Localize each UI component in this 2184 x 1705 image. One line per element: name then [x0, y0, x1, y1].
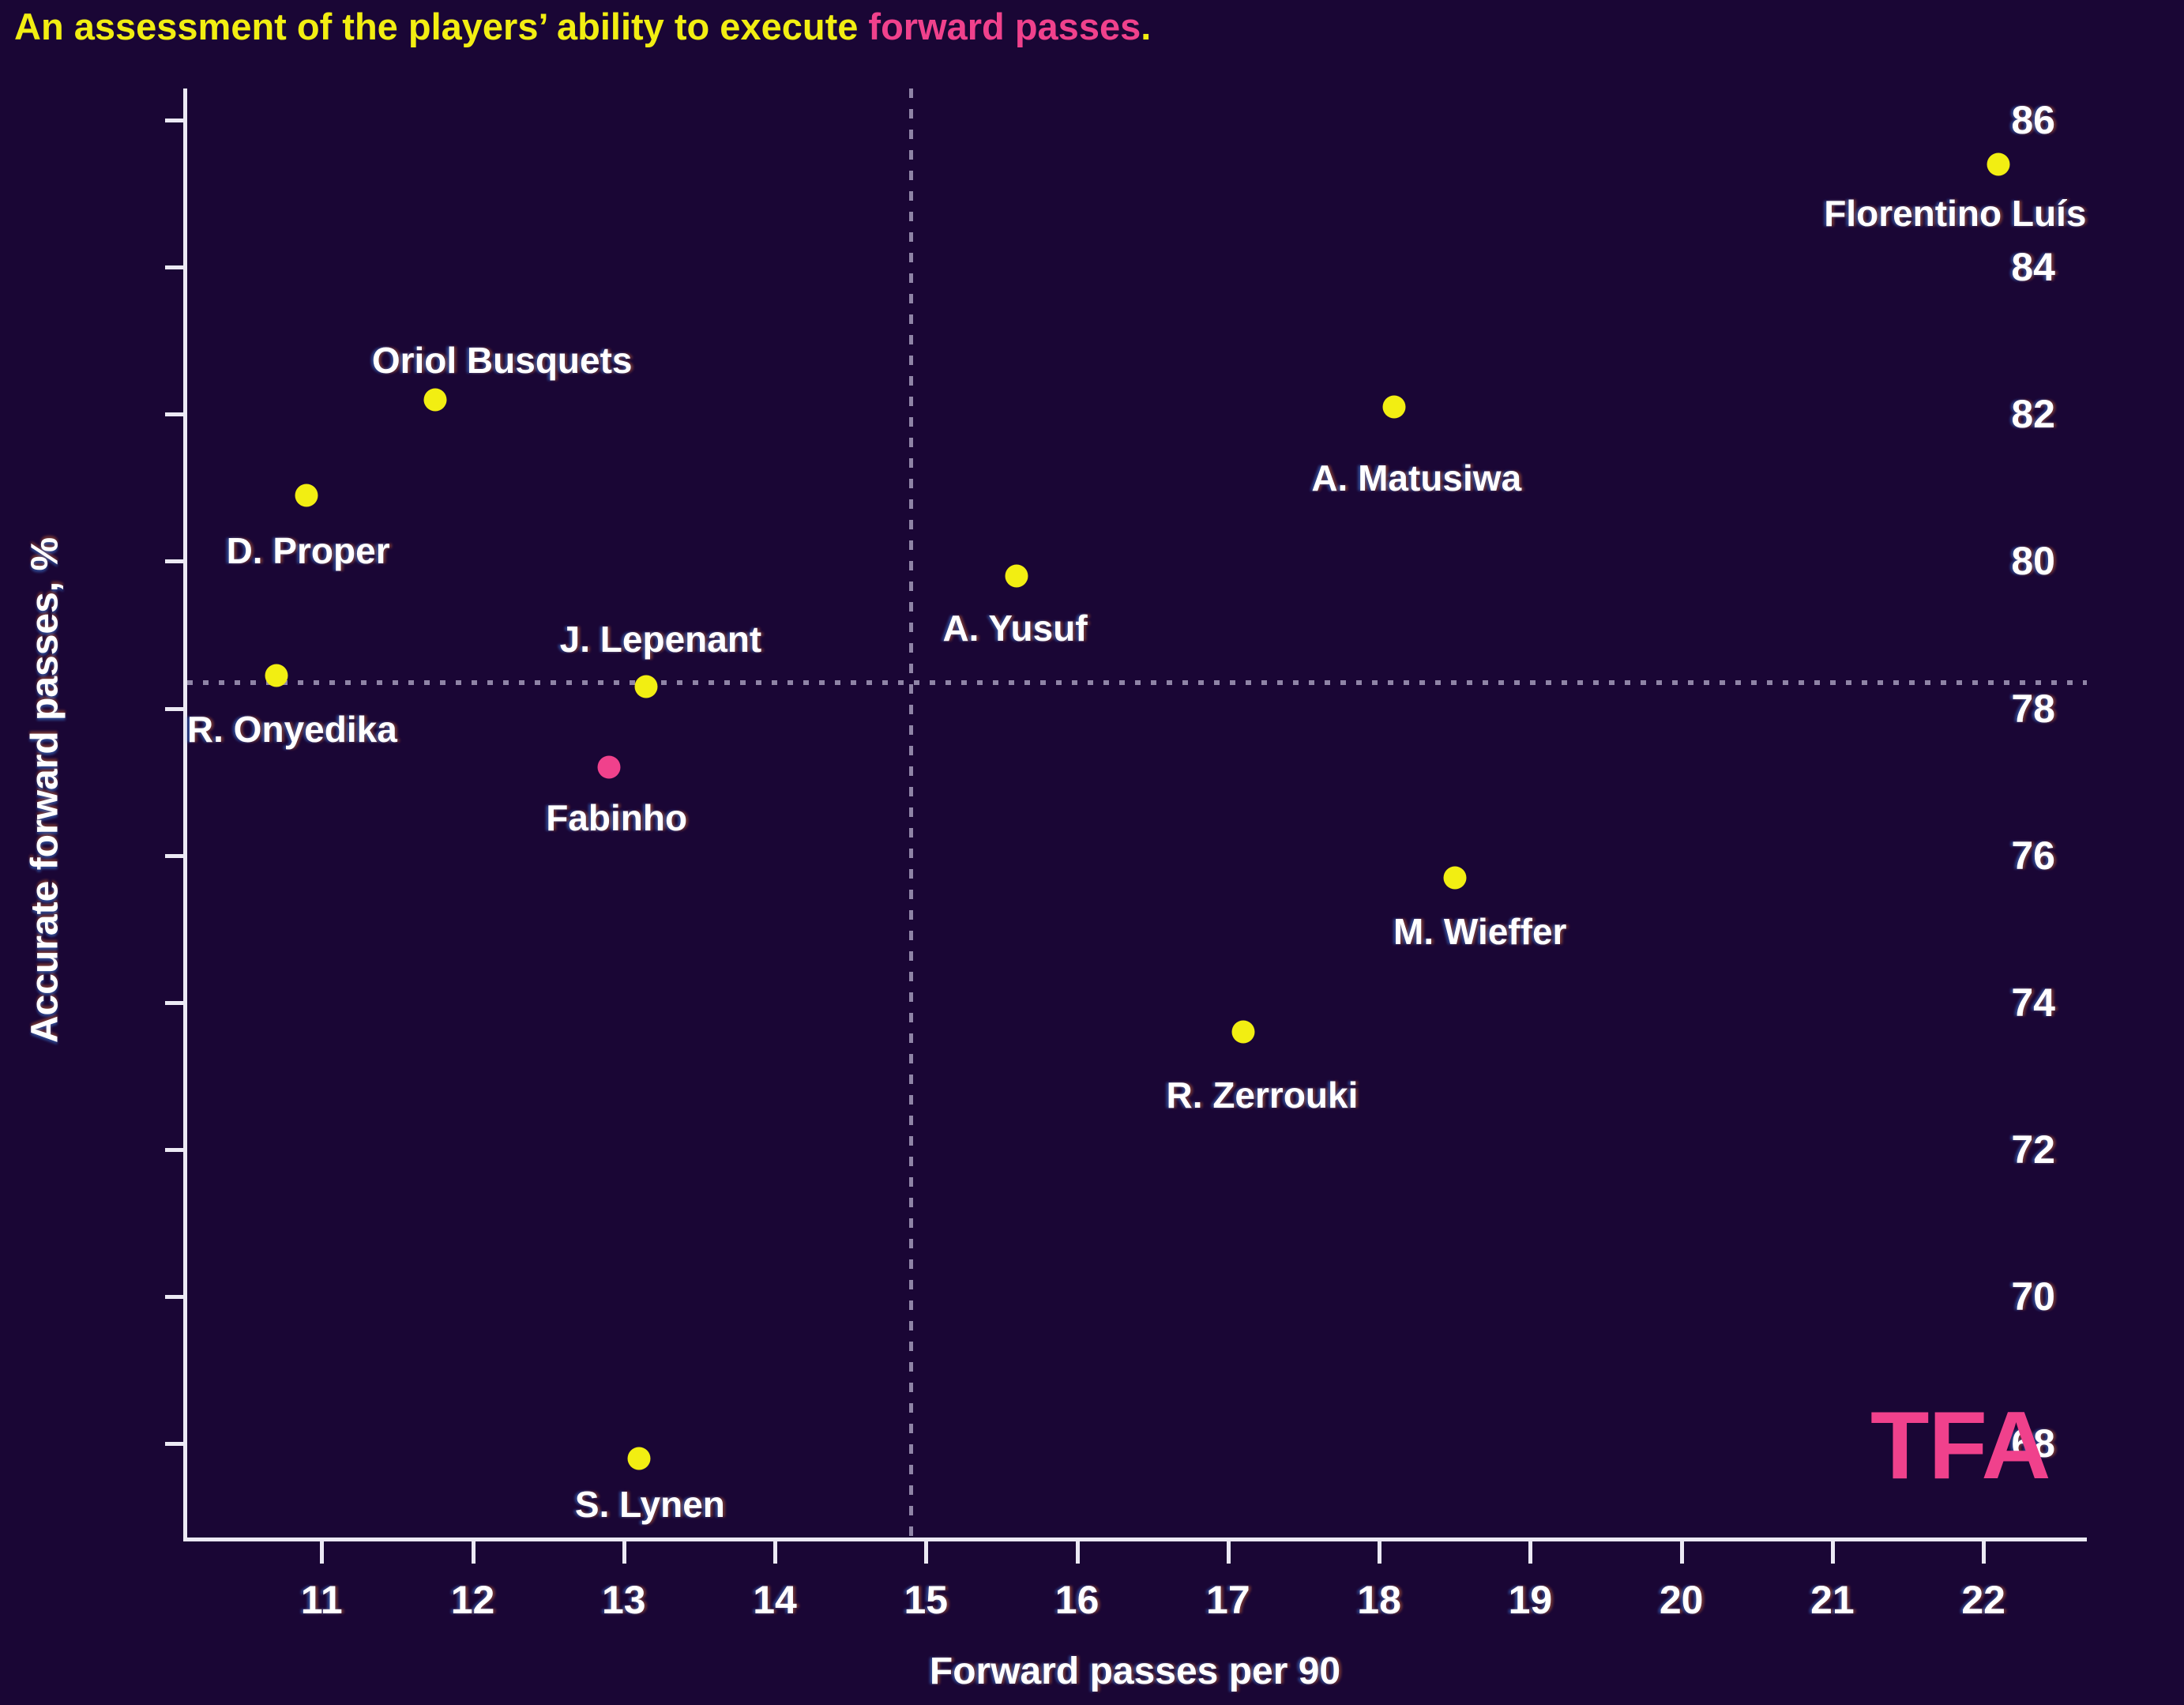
x-tick-label-20: 20: [1659, 1578, 1704, 1622]
data-point-florentino-lu-s: [1987, 152, 2010, 176]
y-tick-label-86: 86: [2011, 98, 2055, 143]
point-label-fabinho: Fabinho: [546, 797, 688, 838]
point-label-r-zerrouki: R. Zerrouki: [1166, 1075, 1359, 1116]
plot-area: 68 70 72 74 76 78 80 82 84 86 11 12 13 14 15 16 17 18 19 20…: [165, 88, 2087, 1622]
point-label-j-lepenant: J. Lepenant: [559, 618, 762, 660]
y-tick-mark-70: [165, 1295, 187, 1300]
data-point-a-yusuf: [1005, 564, 1028, 588]
y-tick-mark-78: [165, 706, 187, 711]
x-tick-label-11: 11: [300, 1578, 343, 1622]
x-tick-mark-22: [1982, 1541, 1987, 1564]
data-point-d-proper: [295, 484, 318, 507]
avg-line-horizontal: [187, 679, 2087, 685]
x-tick-label-13: 13: [601, 1578, 646, 1622]
y-tick-label-82: 82: [2011, 392, 2055, 437]
x-tick-label-21: 21: [1810, 1578, 1855, 1622]
y-tick-mark-72: [165, 1147, 187, 1152]
y-tick-mark-82: [165, 412, 187, 417]
data-point-fabinho: [597, 755, 621, 779]
x-tick-label-18: 18: [1357, 1578, 1401, 1622]
x-tick-mark-12: [471, 1541, 476, 1564]
x-tick-mark-13: [622, 1541, 626, 1564]
chart-title-highlight: forward passes: [868, 6, 1141, 47]
x-tick-mark-15: [924, 1541, 929, 1564]
x-tick-label-14: 14: [753, 1578, 797, 1622]
y-tick-mark-76: [165, 853, 187, 858]
y-tick-mark-84: [165, 265, 187, 270]
avg-line-vertical: [909, 88, 914, 1538]
y-tick-mark-80: [165, 559, 187, 564]
y-tick-label-76: 76: [2011, 833, 2055, 878]
data-point-s-lynen: [627, 1447, 651, 1470]
data-point-a-matusiwa: [1382, 395, 1406, 419]
x-tick-mark-18: [1378, 1541, 1382, 1564]
chart-title-prefix: An assessment of the players’ ability to…: [14, 6, 869, 47]
x-tick-mark-17: [1226, 1541, 1231, 1564]
y-tick-label-68: 68: [2011, 1421, 2055, 1466]
x-tick-label-16: 16: [1054, 1578, 1100, 1622]
y-tick-label-80: 80: [2011, 539, 2055, 584]
y-tick-mark-68: [165, 1442, 187, 1447]
x-tick-mark-19: [1528, 1541, 1533, 1564]
x-tick-mark-14: [773, 1541, 778, 1564]
point-label-d-proper: D. Proper: [226, 529, 390, 571]
y-tick-label-72: 72: [2011, 1127, 2055, 1172]
y-tick-label-74: 74: [2011, 980, 2055, 1025]
point-label-s-lynen: S. Lynen: [574, 1483, 725, 1525]
x-tick-label-22: 22: [1961, 1578, 2005, 1622]
y-tick-label-70: 70: [2011, 1274, 2055, 1319]
data-point-j-lepenant: [634, 675, 658, 698]
x-tick-mark-20: [1679, 1541, 1684, 1564]
y-axis-title: Accurate forward passes, %: [24, 536, 66, 1044]
y-tick-label-84: 84: [2011, 245, 2055, 290]
y-tick-mark-74: [165, 1000, 187, 1005]
point-label-a-yusuf: A. Yusuf: [942, 608, 1088, 649]
point-label-m-wieffer: M. Wieffer: [1393, 910, 1567, 952]
x-tick-label-12: 12: [450, 1578, 495, 1622]
y-tick-mark-86: [165, 119, 187, 123]
point-label-oriol-busquets: Oriol Busquets: [371, 339, 633, 381]
x-tick-label-15: 15: [904, 1578, 949, 1622]
point-label-a-matusiwa: A. Matusiwa: [1311, 457, 1522, 499]
data-point-oriol-busquets: [423, 388, 447, 412]
x-tick-mark-11: [320, 1541, 325, 1564]
x-axis-title: Forward passes per 90: [929, 1650, 1341, 1692]
x-tick-mark-16: [1075, 1541, 1080, 1564]
tfa-logo: TFA: [1870, 1391, 2051, 1499]
data-point-r-zerrouki: [1231, 1020, 1255, 1044]
x-tick-label-19: 19: [1508, 1578, 1553, 1622]
point-label-r-onyedika: R. Onyedika: [186, 708, 397, 750]
point-label-florentino-lu-s: Florentino Luís: [1824, 192, 2087, 234]
data-point-r-onyedika: [265, 664, 288, 687]
x-tick-mark-21: [1830, 1541, 1835, 1564]
chart-title: An assessment of the players’ ability to…: [14, 6, 1151, 47]
y-tick-label-78: 78: [2011, 686, 2055, 731]
chart-title-suffix: .: [1141, 6, 1152, 47]
data-point-m-wieffer: [1443, 866, 1467, 890]
x-tick-label-17: 17: [1206, 1578, 1250, 1622]
